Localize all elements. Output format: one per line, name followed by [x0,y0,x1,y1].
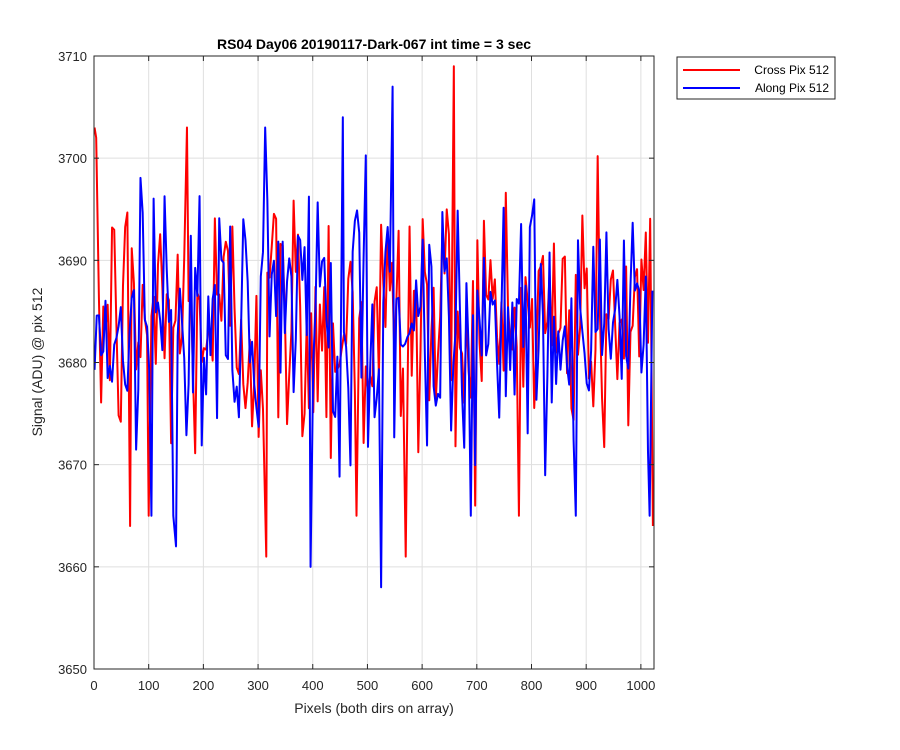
y-tick-label: 3700 [58,151,87,166]
y-tick-label: 3650 [58,662,87,677]
y-tick-label: 3690 [58,253,87,268]
x-axis-label: Pixels (both dirs on array) [294,700,454,716]
x-tick-label: 700 [466,678,488,693]
x-tick-label: 800 [521,678,543,693]
chart-title: RS04 Day06 20190117-Dark-067 int time = … [217,36,531,52]
y-tick-label: 3680 [58,356,87,371]
legend-box [676,56,836,100]
x-tick-label: 600 [411,678,433,693]
legend-label-cross: Cross Pix 512 [754,63,829,77]
y-tick-label: 3670 [58,458,87,473]
x-tick-label: 1000 [626,678,655,693]
y-axis-label: Signal (ADU) @ pix 512 [29,287,45,436]
y-tick-label: 3660 [58,560,87,575]
x-tick-label: 300 [247,678,269,693]
series-line-along [94,85,654,589]
x-tick-label: 400 [302,678,324,693]
legend-label-along: Along Pix 512 [755,81,829,95]
legend: Cross Pix 512 Along Pix 512 [676,56,836,100]
x-tick-label: 200 [193,678,215,693]
series-layer [94,65,654,589]
x-tick-label: 0 [90,678,97,693]
x-tick-label: 100 [138,678,160,693]
x-tick-label: 900 [575,678,597,693]
y-tick-label: 3710 [58,49,87,64]
ticks: 0 100 200 300 400 500 600 700 800 900 1000 3650 3660… [58,49,655,693]
x-tick-label: 500 [357,678,379,693]
